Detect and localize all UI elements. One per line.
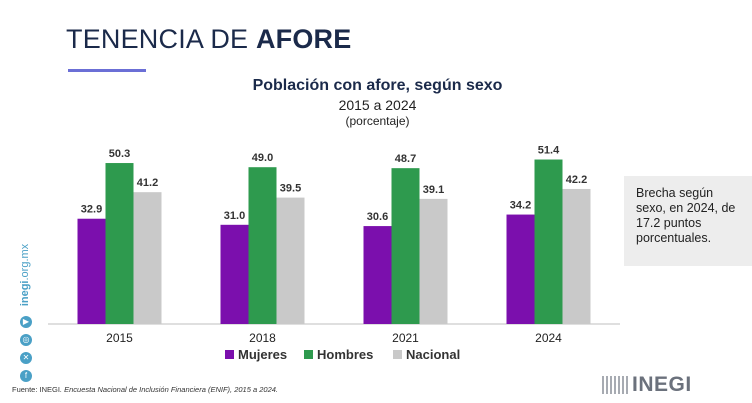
data-label-mujeres-2015: 32.9 — [81, 204, 102, 216]
source-text: . Encuesta Nacional de Inclusión Financi… — [59, 385, 278, 394]
data-label-nacional-2018: 39.5 — [280, 183, 301, 195]
chart-title: Población con afore, según sexo — [252, 77, 503, 94]
legend-swatch-hombres — [304, 350, 313, 359]
bar-mujeres-2024 — [506, 214, 535, 324]
bar-mujeres-2018 — [220, 224, 249, 324]
site-rest: .org.mx — [19, 243, 31, 281]
instagram-icon[interactable]: ◎ — [20, 334, 32, 346]
page-title-regular: TENENCIA DE — [66, 24, 256, 54]
x-tick-label-2024: 2024 — [535, 331, 562, 345]
legend-swatch-nacional — [393, 350, 402, 359]
bar-hombres-2018 — [248, 167, 277, 324]
data-label-mujeres-2021: 30.6 — [367, 211, 388, 223]
x-tick-label-2015: 2015 — [106, 331, 133, 345]
chart-subtitle: 2015 a 2024 — [338, 97, 417, 113]
site-bold: inegi — [19, 280, 31, 307]
title-underline — [68, 69, 146, 72]
bar-nacional-2018 — [276, 197, 305, 324]
x-tick-label-2018: 2018 — [249, 331, 276, 345]
data-label-hombres-2015: 50.3 — [109, 148, 130, 160]
source-label: Fuente: — [12, 385, 40, 394]
facebook-icon[interactable]: f — [20, 370, 32, 382]
bar-nacional-2024 — [562, 188, 591, 324]
data-label-nacional-2015: 41.2 — [137, 177, 158, 189]
bar-nacional-2021 — [419, 198, 448, 324]
site-link[interactable]: inegi.org.mx — [14, 240, 36, 310]
inegi-logo-text: INEGI — [632, 373, 692, 396]
legend-label-mujeres: Mujeres — [238, 347, 287, 362]
social-sidebar: inegi.org.mx ▶ ◎ ✕ f — [14, 240, 36, 382]
inegi-logo: INEGI — [602, 373, 722, 396]
data-label-mujeres-2018: 31.0 — [224, 210, 245, 222]
youtube-icon[interactable]: ▶ — [20, 316, 32, 328]
bar-hombres-2024 — [534, 159, 563, 324]
source-org: INEGI — [39, 385, 60, 394]
bar-nacional-2015 — [133, 192, 162, 324]
bar-hombres-2021 — [391, 168, 420, 324]
bar-hombres-2015 — [105, 163, 134, 324]
legend-swatch-mujeres — [225, 350, 234, 359]
bar-mujeres-2015 — [77, 218, 106, 324]
data-label-hombres-2024: 51.4 — [538, 145, 560, 157]
data-label-mujeres-2024: 34.2 — [510, 200, 531, 212]
site-link-text: inegi.org.mx — [19, 244, 31, 306]
x-icon[interactable]: ✕ — [20, 352, 32, 364]
gap-note-text: Brecha según sexo, en 2024, de 17.2 punt… — [636, 186, 736, 245]
source-note: Fuente: INEGI. Encuesta Nacional de Incl… — [12, 385, 278, 394]
data-label-hombres-2018: 49.0 — [252, 152, 273, 164]
gap-note-box: Brecha según sexo, en 2024, de 17.2 punt… — [624, 176, 752, 266]
data-label-nacional-2024: 42.2 — [566, 174, 587, 186]
data-label-hombres-2021: 48.7 — [395, 153, 416, 165]
inegi-logo-mark — [602, 376, 630, 394]
data-label-nacional-2021: 39.1 — [423, 184, 444, 196]
page-title: TENENCIA DE AFORE — [66, 24, 351, 55]
page-title-bold: AFORE — [255, 24, 352, 54]
chart-unit-label: (porcentaje) — [345, 114, 410, 128]
legend-label-hombres: Hombres — [317, 347, 373, 362]
legend-label-nacional: Nacional — [406, 347, 460, 362]
x-tick-label-2021: 2021 — [392, 331, 419, 345]
bar-mujeres-2021 — [363, 226, 392, 324]
